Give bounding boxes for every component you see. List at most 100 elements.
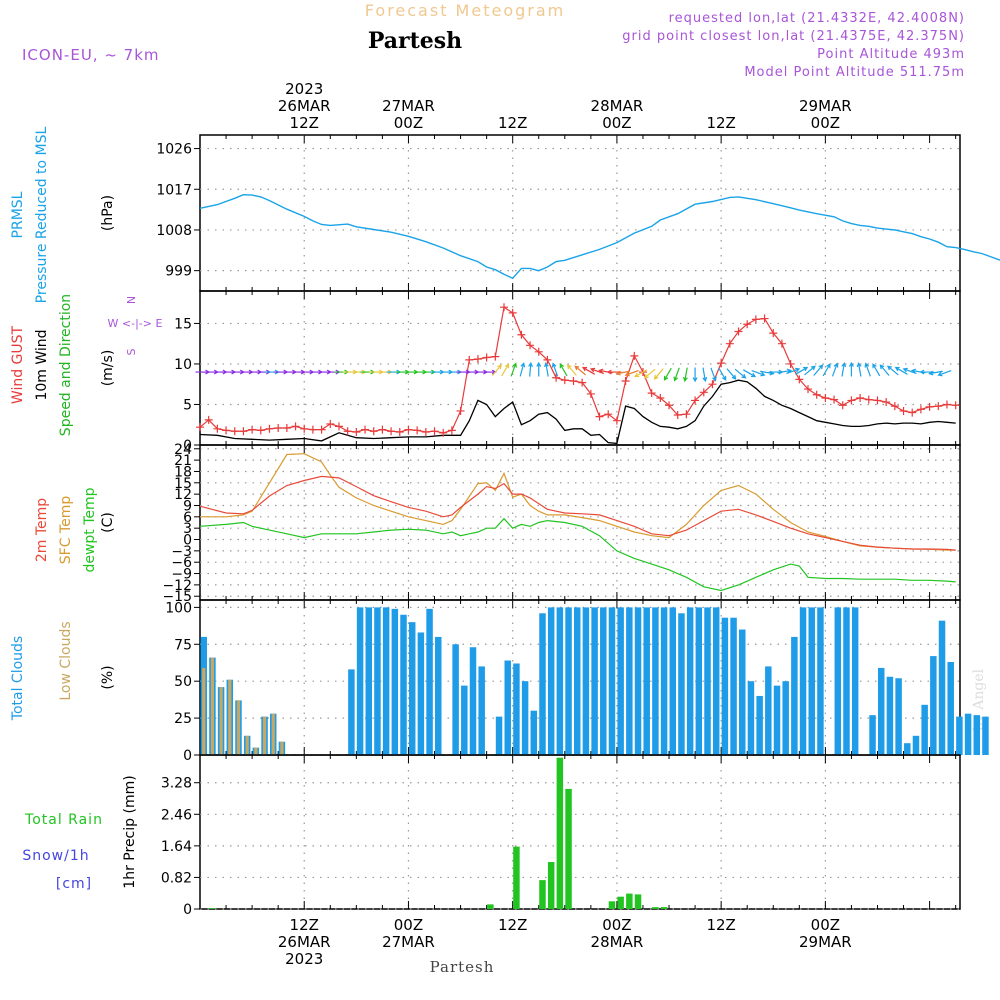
- total-cloud-bar: [408, 622, 416, 755]
- gust-marker: [578, 378, 587, 387]
- total-cloud-bar: [435, 636, 442, 755]
- gust-marker: [708, 380, 717, 389]
- total-cloud-bar: [461, 685, 468, 755]
- gust-marker: [734, 327, 743, 336]
- total-cloud-bar: [539, 613, 546, 755]
- gust-marker: [682, 410, 691, 419]
- bottom-time-label: 26MAR: [278, 933, 331, 951]
- gust-marker: [439, 428, 448, 437]
- wind-direction-arrow: [702, 367, 708, 383]
- wind-direction-arrow: [743, 369, 757, 378]
- temperature-ytick-label: 9: [183, 498, 192, 514]
- gust-marker: [222, 426, 231, 435]
- point-altitude: Point Altitude 493m: [817, 47, 965, 62]
- gust-marker: [630, 351, 639, 360]
- wind-direction-arrow: [510, 362, 517, 377]
- wind-direction-arrow: [559, 363, 568, 377]
- gust-marker: [725, 339, 734, 348]
- low-cloud-bar: [202, 667, 206, 755]
- total-cloud-bar: [365, 607, 373, 755]
- wind-direction-arrow: [822, 363, 831, 377]
- total-cloud-bar: [730, 617, 737, 755]
- precip-label-snow: Snow/1h: [22, 848, 89, 864]
- wind-direction-arrow: [751, 369, 766, 377]
- low-cloud-bar: [210, 657, 215, 755]
- rain-bar: [565, 788, 572, 909]
- pressure-line: [199, 193, 1000, 280]
- gust-marker: [769, 329, 778, 338]
- wind-ytick-label: 10: [174, 357, 192, 373]
- total-cloud-bar: [669, 607, 677, 755]
- rain-bar: [660, 907, 668, 909]
- gust-marker: [673, 411, 682, 420]
- rain-bar: [626, 893, 633, 909]
- grid-point-coords: grid point closest lon,lat (21.4375E, 42…: [622, 29, 965, 44]
- temperature-ytick-label: 18: [174, 464, 192, 480]
- precip-ytick-label: 2.46: [161, 807, 192, 823]
- wind-ylabel: (m/s): [100, 350, 116, 387]
- precip-panel: 0 0.82 1.64 2.46 3.28 1hr Precip (mm): [122, 754, 961, 918]
- top-time-label: 12Z: [498, 114, 527, 132]
- total-cloud-bar: [504, 660, 511, 755]
- wind-direction-arrow: [864, 362, 871, 377]
- rain-bar: [608, 901, 616, 909]
- total-cloud-bar: [895, 678, 902, 755]
- clouds-ytick-label: 25: [174, 711, 192, 727]
- total-cloud-bar: [513, 663, 520, 755]
- total-cloud-bar: [617, 607, 624, 755]
- temperature-ytick-label: 12: [174, 487, 192, 503]
- rain-bar: [487, 904, 494, 909]
- gust-marker: [908, 408, 917, 417]
- temperature-ytick-label: 24: [174, 442, 192, 458]
- top-time-label: 00Z: [602, 114, 631, 132]
- clouds-ytick-label: 100: [165, 600, 192, 616]
- rain-bar: [652, 907, 659, 909]
- clouds-ytick-label: 75: [174, 637, 192, 653]
- total-cloud-bar: [964, 713, 972, 755]
- wind-direction-arrow: [872, 363, 881, 377]
- top-time-label: 27MAR: [382, 97, 435, 115]
- total-cloud-bar: [834, 607, 842, 755]
- gust-marker: [665, 401, 674, 410]
- total-cloud-bar: [843, 607, 850, 755]
- gust-marker: [534, 347, 543, 356]
- temperature-ytick-label: 21: [174, 453, 192, 469]
- bottom-time-label: 00Z: [811, 916, 840, 934]
- gust-marker: [239, 427, 248, 436]
- dewpoint-line: [199, 517, 956, 592]
- wind-direction-arrow: [848, 361, 854, 377]
- gust-marker: [552, 373, 561, 382]
- gust-marker: [473, 355, 482, 364]
- low-cloud-bar: [245, 735, 249, 755]
- gust-marker: [300, 424, 309, 433]
- rain-bar: [617, 896, 624, 909]
- gust-marker: [526, 341, 535, 350]
- wind-direction-arrow: [682, 367, 688, 383]
- gust-marker: [387, 427, 396, 436]
- total-cloud-bar: [817, 607, 824, 755]
- low-cloud-bar: [219, 687, 223, 755]
- compass-south: S: [125, 348, 138, 355]
- footer-location: Partesh: [430, 958, 495, 976]
- gust-marker: [604, 410, 613, 419]
- total-cloud-bar: [417, 632, 425, 755]
- wind-direction-arrow: [726, 368, 737, 380]
- rain-bar: [513, 846, 520, 909]
- wind-direction-arrow: [841, 361, 847, 377]
- pressure-ytick-label: 1008: [156, 223, 192, 239]
- wind-direction-arrow: [937, 369, 952, 377]
- top-time-label: 26MAR: [278, 97, 331, 115]
- gust-marker: [291, 422, 300, 431]
- total-cloud-bar: [739, 629, 746, 755]
- wind-direction-arrow: [710, 367, 717, 382]
- location-title: Partesh: [368, 28, 462, 54]
- gust-marker: [856, 393, 865, 402]
- wind-label: 10m Wind: [34, 329, 50, 400]
- top-time-label: 00Z: [811, 114, 840, 132]
- precip-ytick-label: 3.28: [161, 776, 192, 792]
- wind-direction-arrow: [813, 364, 824, 376]
- precip-label-rain: Total Rain: [24, 812, 103, 828]
- total-cloud-bar: [530, 710, 538, 755]
- bottom-time-label: 12Z: [498, 916, 527, 934]
- temperature-ytick-label: −15: [162, 589, 192, 605]
